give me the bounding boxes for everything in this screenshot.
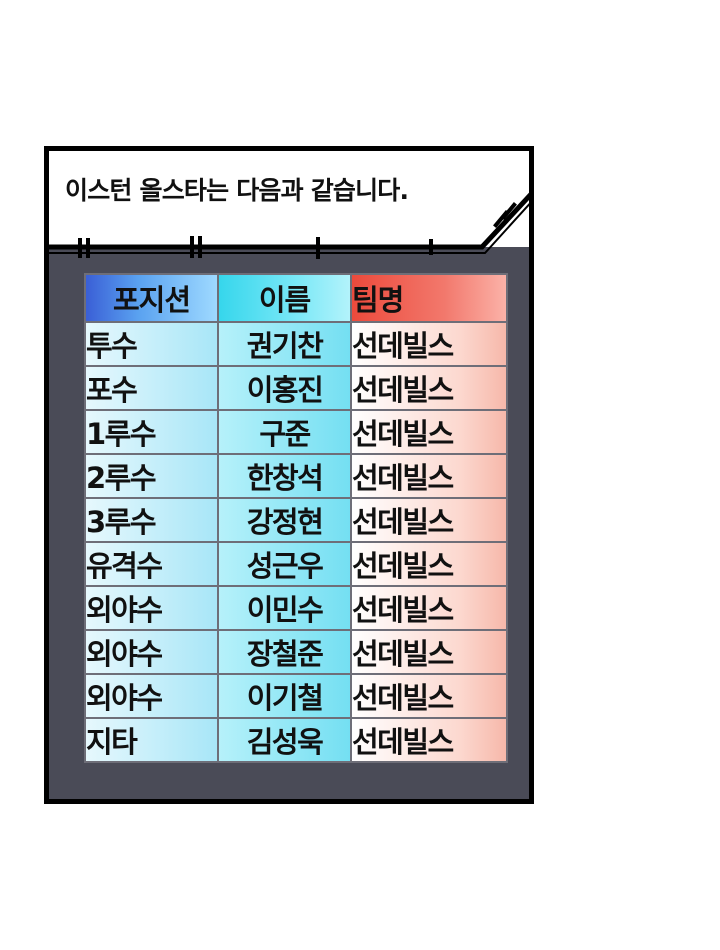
table-row: 포수 이홍진 선데빌스	[84, 365, 508, 411]
cell-position: 지타	[84, 717, 219, 763]
cell-team: 선데빌스	[350, 497, 508, 543]
cell-position: 외야수	[84, 673, 219, 719]
cell-position: 유격수	[84, 541, 219, 587]
cell-team: 선데빌스	[350, 321, 508, 367]
cell-name: 이민수	[217, 585, 352, 631]
header-team: 팀명	[350, 273, 508, 323]
caption-box: 이스턴 올스타는 다음과 같습니다.	[49, 151, 529, 247]
cell-position: 포수	[84, 365, 219, 411]
cell-position: 외야수	[84, 629, 219, 675]
table-row: 1루수 구준 선데빌스	[84, 409, 508, 455]
cell-name: 이홍진	[217, 365, 352, 411]
cell-team: 선데빌스	[350, 673, 508, 719]
cell-name: 구준	[217, 409, 352, 455]
header-name: 이름	[217, 273, 352, 323]
cell-name: 김성욱	[217, 717, 352, 763]
table-row: 3루수 강정현 선데빌스	[84, 497, 508, 543]
table-row: 유격수 성근우 선데빌스	[84, 541, 508, 587]
table-row: 지타 김성욱 선데빌스	[84, 717, 508, 763]
table-row: 외야수 장철준 선데빌스	[84, 629, 508, 675]
cell-name: 권기찬	[217, 321, 352, 367]
table-row: 투수 권기찬 선데빌스	[84, 321, 508, 367]
caption-text: 이스턴 올스타는 다음과 같습니다.	[65, 176, 409, 205]
all-star-roster-table: 포지션 이름 팀명 투수 권기찬 선데빌스 포수 이홍진 선데빌스 1루수 구준…	[84, 273, 508, 763]
cell-team: 선데빌스	[350, 585, 508, 631]
cell-team: 선데빌스	[350, 453, 508, 499]
cell-name: 강정현	[217, 497, 352, 543]
table-row: 외야수 이민수 선데빌스	[84, 585, 508, 631]
cell-team: 선데빌스	[350, 717, 508, 763]
table-header-row: 포지션 이름 팀명	[84, 273, 508, 323]
cell-team: 선데빌스	[350, 365, 508, 411]
table-row: 2루수 한창석 선데빌스	[84, 453, 508, 499]
cell-name: 한창석	[217, 453, 352, 499]
cell-position: 투수	[84, 321, 219, 367]
cell-name: 성근우	[217, 541, 352, 587]
cell-position: 1루수	[84, 409, 219, 455]
header-position: 포지션	[84, 273, 219, 323]
cell-name: 이기철	[217, 673, 352, 719]
cell-position: 3루수	[84, 497, 219, 543]
cell-name: 장철준	[217, 629, 352, 675]
cell-team: 선데빌스	[350, 409, 508, 455]
caption-rail	[44, 189, 534, 259]
cell-team: 선데빌스	[350, 541, 508, 587]
cell-team: 선데빌스	[350, 629, 508, 675]
table-row: 외야수 이기철 선데빌스	[84, 673, 508, 719]
comic-panel: 이스턴 올스타는 다음과 같습니다. 포지션 이름 팀명 투수 권기찬 선데빌스	[44, 146, 534, 804]
cell-position: 외야수	[84, 585, 219, 631]
cell-position: 2루수	[84, 453, 219, 499]
